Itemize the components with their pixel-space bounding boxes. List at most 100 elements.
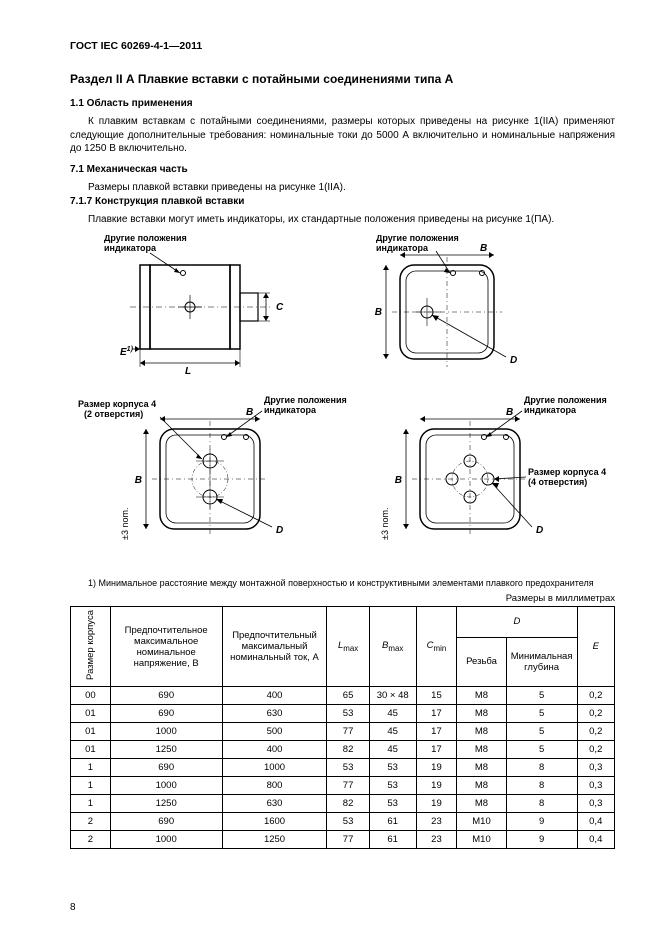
table-cell: 53 <box>369 795 416 813</box>
th-cmin: Cmin <box>416 607 457 687</box>
table-cell: 53 <box>327 759 369 777</box>
table-cell: 1000 <box>110 777 222 795</box>
svg-text:L: L <box>185 366 191 377</box>
table-cell: M8 <box>457 723 506 741</box>
table-cell: 65 <box>327 687 369 705</box>
table-cell: 1 <box>71 759 111 777</box>
table-cell: 82 <box>327 741 369 759</box>
svg-text:B: B <box>135 475 142 486</box>
table-cell: 61 <box>369 831 416 849</box>
table-row: 210001250776123M1090,4 <box>71 831 615 849</box>
table-cell: 2 <box>71 831 111 849</box>
table-cell: 53 <box>327 705 369 723</box>
table-cell: 9 <box>506 813 577 831</box>
svg-text:B: B <box>480 243 487 254</box>
table-cell: 690 <box>110 759 222 777</box>
table-row: 11000800775319M880,3 <box>71 777 615 795</box>
table-cell: 1 <box>71 777 111 795</box>
figures: L C E1) Другие положения индикатора <box>70 235 615 568</box>
table-row: 011250400824517M850,2 <box>71 741 615 759</box>
th-size: Размер корпуса <box>85 610 96 680</box>
table-cell: 45 <box>369 741 416 759</box>
th-bmax: Bmax <box>369 607 416 687</box>
svg-text:±3 nom.: ±3 nom. <box>380 507 390 539</box>
table-cell: 690 <box>110 813 222 831</box>
table-cell: 1250 <box>222 831 327 849</box>
table-row: 01690630534517M850,2 <box>71 705 615 723</box>
table-cell: 1250 <box>110 741 222 759</box>
table-cell: 19 <box>416 795 457 813</box>
table-cell: 1 <box>71 795 111 813</box>
table-cell: 61 <box>369 813 416 831</box>
svg-text:±3 nom.: ±3 nom. <box>120 507 130 539</box>
table-cell: M8 <box>457 741 506 759</box>
table-cell: 5 <box>506 687 577 705</box>
table-cell: 1000 <box>222 759 327 777</box>
footnote: 1) Минимальное расстояние между монтажно… <box>70 578 615 590</box>
para-2: Размеры плавкой вставки приведены на рис… <box>70 181 615 195</box>
table-cell: 53 <box>369 759 416 777</box>
table-cell: 23 <box>416 831 457 849</box>
table-row: 26901600536123M1090,4 <box>71 813 615 831</box>
table-cell: 01 <box>71 741 111 759</box>
table-cell: M8 <box>457 705 506 723</box>
table-cell: 0,3 <box>577 759 615 777</box>
svg-text:B: B <box>506 407 513 418</box>
table-cell: 0,4 <box>577 831 615 849</box>
table-cell: 8 <box>506 777 577 795</box>
table-cell: M8 <box>457 795 506 813</box>
table-cell: 8 <box>506 795 577 813</box>
table-body: 006904006530 × 4815M850,201690630534517M… <box>71 687 615 849</box>
table-cell: 45 <box>369 705 416 723</box>
th-lmax: Lmax <box>327 607 369 687</box>
table-cell: 0,2 <box>577 687 615 705</box>
table-cell: 17 <box>416 705 457 723</box>
table-cell: 1250 <box>110 795 222 813</box>
table-cell: 77 <box>327 831 369 849</box>
dimensions-table: Размер корпуса Предпочтительное максимал… <box>70 606 615 849</box>
table-cell: 0,2 <box>577 741 615 759</box>
table-cell: 400 <box>222 741 327 759</box>
table-row: 006904006530 × 4815M850,2 <box>71 687 615 705</box>
subtitle-1-1: 1.1 Область применения <box>70 98 615 109</box>
table-cell: 630 <box>222 795 327 813</box>
th-current: Предпочтительный максимальный номинальны… <box>222 607 327 687</box>
svg-text:(2 отверстия): (2 отверстия) <box>84 409 143 419</box>
svg-text:B: B <box>395 475 402 486</box>
table-cell: 45 <box>369 723 416 741</box>
table-cell: 0,3 <box>577 795 615 813</box>
table-cell: 53 <box>369 777 416 795</box>
table-cell: 1000 <box>110 831 222 849</box>
th-depth: Минимальная глубина <box>506 637 577 686</box>
svg-text:индикатора: индикатора <box>104 243 157 253</box>
table-cell: 630 <box>222 705 327 723</box>
svg-text:D: D <box>510 355 517 366</box>
svg-text:индикатора: индикатора <box>524 405 577 415</box>
table-cell: 400 <box>222 687 327 705</box>
svg-text:B: B <box>375 307 382 318</box>
para-1: К плавким вставкам c потайными соединени… <box>70 115 615 156</box>
svg-text:индикатора: индикатора <box>376 243 429 253</box>
para-3: Плавкие вставки могут иметь индикаторы, … <box>70 213 615 227</box>
table-cell: 1000 <box>110 723 222 741</box>
svg-text:Другие положения: Другие положения <box>376 235 459 243</box>
table-cell: 690 <box>110 687 222 705</box>
table-cell: 500 <box>222 723 327 741</box>
table-cell: 19 <box>416 777 457 795</box>
table-cell: 17 <box>416 741 457 759</box>
table-cell: 800 <box>222 777 327 795</box>
table-cell: 17 <box>416 723 457 741</box>
table-cell: 01 <box>71 723 111 741</box>
table-cell: 00 <box>71 687 111 705</box>
table-cell: 77 <box>327 723 369 741</box>
table-row: 16901000535319M880,3 <box>71 759 615 777</box>
subtitle-7-1: 7.1 Механическая часть <box>70 164 615 175</box>
table-row: 11250630825319M880,3 <box>71 795 615 813</box>
table-cell: 0,3 <box>577 777 615 795</box>
svg-text:D: D <box>536 525 543 536</box>
table-cell: 82 <box>327 795 369 813</box>
svg-text:D: D <box>276 525 283 536</box>
table-cell: 15 <box>416 687 457 705</box>
table-cell: 0,2 <box>577 705 615 723</box>
table-cell: M8 <box>457 777 506 795</box>
